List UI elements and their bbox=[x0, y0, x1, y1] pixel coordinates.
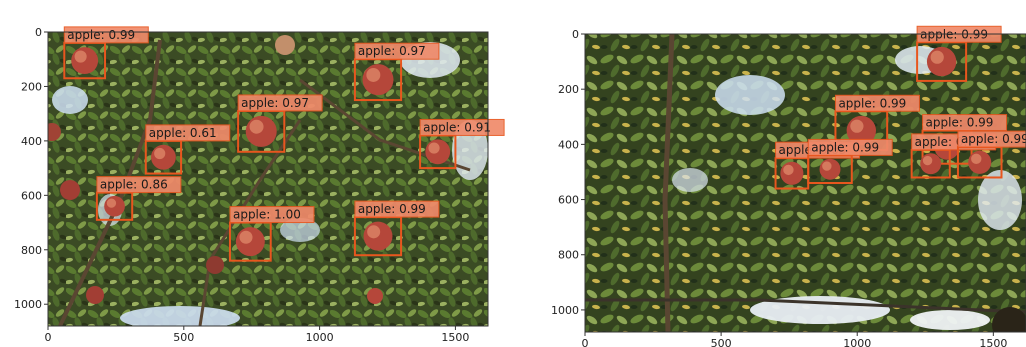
y-tick-label: 200 bbox=[558, 83, 579, 96]
x-tick-label: 500 bbox=[173, 331, 194, 344]
apple-highlight bbox=[428, 142, 440, 154]
detection-label-bg bbox=[145, 124, 231, 142]
detection-label-bg bbox=[354, 42, 440, 60]
detection: apple: 0.97 bbox=[353, 42, 440, 102]
y-tick-label: 0 bbox=[35, 26, 42, 39]
detection-label: apple: 0.61 bbox=[149, 126, 217, 140]
x-tick-label: 1500 bbox=[979, 337, 1007, 347]
detection: apple: 0.99 bbox=[834, 94, 920, 151]
detection-label: apple: 0.99 bbox=[838, 96, 906, 110]
apple-highlight bbox=[249, 119, 264, 134]
detection-label-bg bbox=[96, 176, 182, 194]
apple-highlight bbox=[74, 50, 87, 63]
detection-label: apple: 0.97 bbox=[358, 44, 426, 58]
y-tick-label: 800 bbox=[558, 249, 579, 262]
detection-label-bg bbox=[419, 118, 505, 136]
detection-label: apple: 1.00 bbox=[233, 208, 301, 222]
panel-right: apple: 0.99 apple: 0.99 apple: 0.99 apple: … bbox=[585, 25, 1026, 332]
detection-label-bg bbox=[63, 26, 149, 44]
x-tick-label: 500 bbox=[711, 337, 732, 347]
x-tick-label: 0 bbox=[45, 331, 52, 344]
apple-highlight bbox=[239, 230, 253, 244]
y-tick-label: 0 bbox=[572, 28, 579, 41]
x-tick-label: 1500 bbox=[441, 331, 469, 344]
detection: apple: 0.99 bbox=[956, 130, 1026, 179]
photo-right bbox=[585, 34, 1026, 332]
y-tick-label: 600 bbox=[21, 189, 42, 202]
detection: apple: 0.91 bbox=[419, 118, 505, 170]
apple-highlight bbox=[154, 147, 166, 160]
apple-highlight bbox=[367, 225, 381, 239]
y-tick-label: 200 bbox=[21, 80, 42, 93]
detection: apple: 0.99 bbox=[916, 25, 1002, 82]
apple-highlight bbox=[922, 155, 933, 166]
y-tick-label: 1000 bbox=[14, 298, 42, 311]
axes-frame bbox=[584, 33, 1026, 333]
x-tick-label: 1000 bbox=[843, 337, 871, 347]
x-tick-label: 1000 bbox=[306, 331, 334, 344]
axes-right: 0 500 1000 1500 0 200 400 600 800 1000 bbox=[551, 28, 1026, 347]
detection-label-bg bbox=[229, 206, 315, 224]
detection-label: apple: 0.99 bbox=[67, 28, 135, 42]
apple-highlight bbox=[783, 164, 794, 176]
detection-label: apple: 0.99 bbox=[926, 116, 994, 130]
apple-highlight bbox=[930, 50, 944, 64]
detection-label-bg bbox=[922, 114, 1008, 132]
detection: apple: 0.99 bbox=[353, 200, 440, 257]
axes-left: 0 500 1000 1500 0 200 400 600 800 1000 bbox=[14, 26, 489, 344]
detection-label: apple: 0.99 bbox=[811, 140, 879, 154]
y-tick-label: 600 bbox=[558, 194, 579, 207]
apple-highlight bbox=[850, 119, 864, 133]
detection: apple: 0.86 bbox=[95, 176, 182, 221]
detection-label: apple: 0.91 bbox=[423, 120, 491, 134]
detection-label: apple: 0.99 bbox=[358, 202, 426, 216]
detection: apple: 0.99 bbox=[807, 138, 893, 185]
detection-label-bg bbox=[834, 94, 920, 112]
y-tick-label: 400 bbox=[21, 135, 42, 148]
detection: apple: 0.61 bbox=[144, 124, 231, 175]
detection: apple: 0.97 bbox=[237, 94, 323, 153]
detection-label-bg bbox=[237, 94, 323, 112]
y-tick-label: 800 bbox=[21, 244, 42, 257]
detection-label: apple: 0.97 bbox=[241, 96, 309, 110]
panel-left: apple: 0.99 apple: 0.97 apple: 0.97 apple: … bbox=[48, 26, 505, 326]
x-tick-label: 0 bbox=[582, 337, 589, 347]
apple-highlight bbox=[822, 161, 832, 171]
detection-label-bg bbox=[807, 138, 893, 156]
y-tick-label: 1000 bbox=[551, 304, 579, 317]
apple-highlight bbox=[106, 198, 117, 208]
detection: apple: 1.00 bbox=[228, 206, 315, 262]
apple-highlight bbox=[366, 68, 381, 82]
detection-label-bg bbox=[354, 200, 440, 218]
axes-frame bbox=[47, 31, 489, 327]
detection: apple: 0.99 bbox=[63, 26, 149, 80]
detection-label: apple: 0.86 bbox=[100, 178, 168, 192]
detection-label: apple: 0.99 bbox=[961, 132, 1026, 146]
detection-label-bg bbox=[957, 130, 1026, 148]
y-tick-label: 400 bbox=[558, 138, 579, 151]
apple-highlight bbox=[971, 153, 982, 165]
